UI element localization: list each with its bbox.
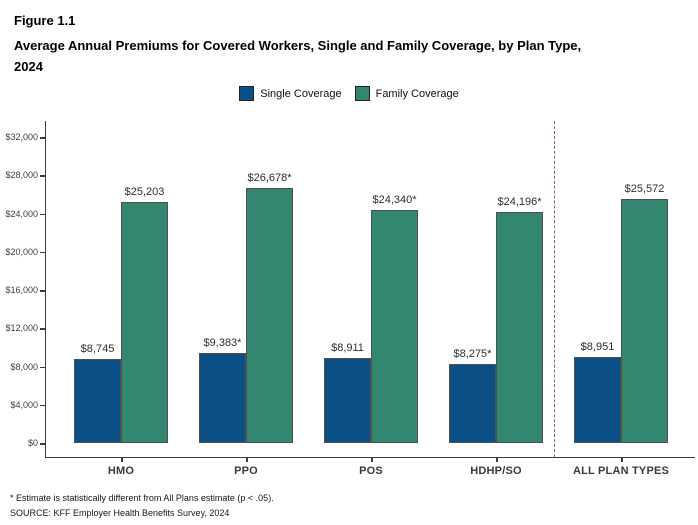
legend-item-family: Family Coverage [354,86,459,101]
y-axis-tick-label: $28,000 [5,170,38,181]
y-axis-tick-mark [40,328,45,330]
bar-value-label: $8,275* [453,347,492,360]
x-axis-tick-mark [246,457,248,462]
y-axis-tick-mark [40,366,45,368]
figure-title-line1: Average Annual Premiums for Covered Work… [14,38,582,53]
footnote-asterisk: * Estimate is statistically different fr… [10,493,274,503]
bar-single [199,353,246,443]
y-axis-tick-label: $4,000 [10,399,38,410]
family-coverage-swatch-icon [354,86,370,101]
x-axis-category-label: ALL PLAN TYPES [572,465,670,477]
legend-label-single: Single Coverage [260,87,342,100]
x-axis-category-label: HMO [107,465,135,477]
y-axis-tick-mark [40,443,45,445]
bar-value-label: $8,911 [331,341,364,354]
bar-value-label: $24,340* [372,194,417,207]
figure-title: Average Annual Premiums for Covered Work… [14,35,674,77]
bar-value-label: $26,678* [247,171,292,184]
y-axis-tick-label: $20,000 [5,246,38,257]
figure-title-line2: 2024 [14,59,43,74]
figure-number: Figure 1.1 [14,13,76,28]
bar-value-label: $9,383* [203,337,242,350]
single-coverage-swatch-icon [239,86,255,101]
y-axis-tick-mark [40,137,45,139]
y-axis-tick-label: $12,000 [5,323,38,334]
legend-item-single: Single Coverage [239,86,342,101]
x-axis-category-label: PPO [234,465,258,477]
x-axis-tick-mark [621,457,623,462]
bar-value-label: $25,203 [124,186,165,198]
y-axis-tick-label: $24,000 [5,208,38,219]
x-axis-tick-mark [496,457,498,462]
y-axis-tick-label: $8,000 [10,361,38,372]
all-plans-separator-line [554,121,555,457]
y-axis-tick-label: $32,000 [5,132,38,142]
y-axis-tick-mark [40,213,45,215]
bar-family [496,211,543,443]
y-axis-tick-mark [40,290,45,292]
bar-value-label: $25,572 [624,182,665,195]
footnote-source: SOURCE: KFF Employer Health Benefits Sur… [10,508,230,518]
x-axis-category-label: POS [359,465,383,477]
bar-single [449,363,496,443]
y-axis-tick-mark [40,175,45,177]
bar-family [371,210,418,443]
y-axis-tick-mark [40,251,45,254]
bar-single [574,357,621,443]
x-axis-category-label: HDHP/SO [470,465,522,477]
legend-label-family: Family Coverage [375,87,459,100]
x-axis-tick-mark [371,457,373,462]
x-axis-tick-mark [121,457,123,462]
y-axis-tick-label: $0 [27,438,38,448]
bar-family [246,187,293,443]
bar-value-label: $8,745 [80,343,115,356]
footnotes: * Estimate is statistically different fr… [10,491,274,521]
bar-value-label: $24,196* [497,195,542,208]
bar-family [121,202,168,443]
y-axis-tick-label: $16,000 [5,285,38,295]
legend: Single Coverage Family Coverage [0,86,698,101]
plot-area: $0 $4,000 $8,000 $12,000 $16,000 $20,000 $24,0… [5,121,695,477]
bar-single [324,357,371,443]
bar-single [74,359,121,443]
y-axis-tick-mark [40,404,45,407]
bar-family [621,198,668,443]
bar-value-label: $8,951 [580,341,615,354]
